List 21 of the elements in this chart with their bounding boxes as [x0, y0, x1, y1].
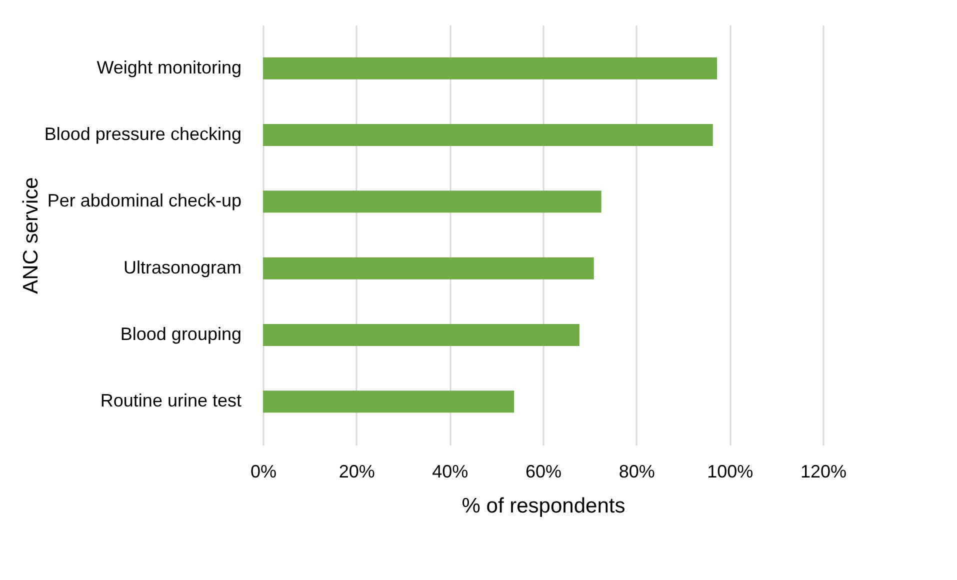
bar — [263, 390, 514, 413]
x-tick-label: 80% — [618, 462, 655, 482]
y-tick-label: Weight monitoring — [96, 57, 242, 78]
x-tick-label: 60% — [525, 462, 562, 482]
x-tick-label: 20% — [338, 462, 375, 482]
y-tick-label: Routine urine test — [100, 390, 242, 411]
y-tick-label: Blood grouping — [120, 324, 242, 344]
y-axis-title: ANC service — [20, 177, 42, 294]
x-axis-title: % of respondents — [462, 494, 626, 518]
y-tick-label: Blood pressure checking — [44, 124, 242, 144]
x-tick-label: 100% — [707, 462, 754, 482]
bar — [263, 57, 718, 80]
bar — [263, 190, 602, 213]
bar — [263, 124, 713, 146]
y-tick-label: Per abdominal check-up — [47, 190, 242, 211]
x-tick-label: 40% — [432, 462, 468, 482]
bar — [263, 257, 594, 280]
x-tick-label: 120% — [800, 462, 847, 482]
y-tick-label: Ultrasonogram — [123, 257, 242, 278]
x-tick-label: 0% — [250, 462, 277, 482]
bar — [263, 324, 580, 346]
